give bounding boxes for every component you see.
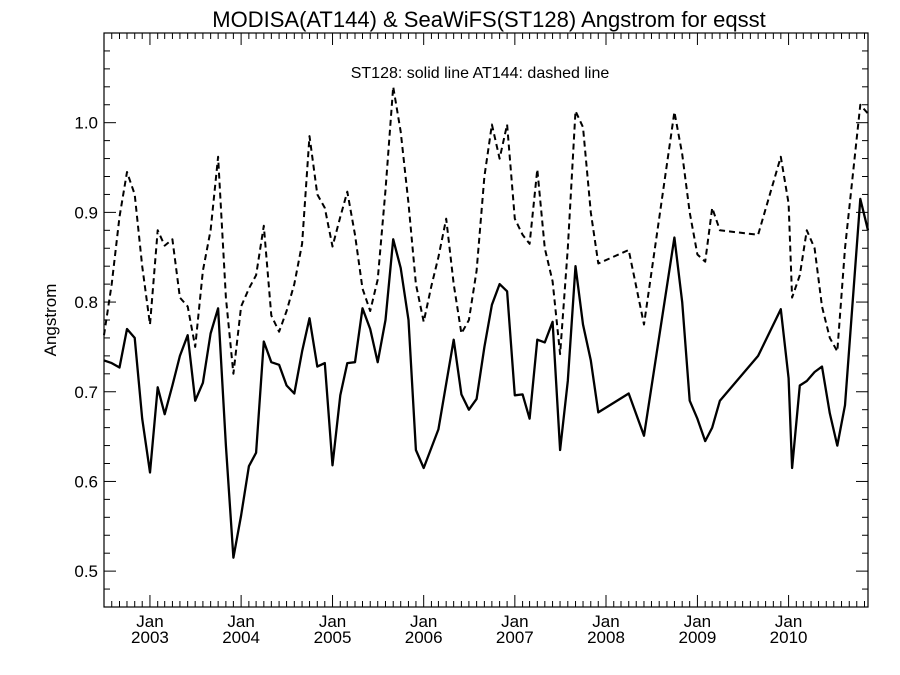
- x-tick-label-month: Jan: [501, 612, 528, 631]
- plot-area: 0.50.60.70.80.91.0 Jan2003Jan2004Jan2005…: [74, 32, 870, 647]
- x-tick-label-year: 2010: [770, 628, 808, 647]
- x-tick-label-month: Jan: [136, 612, 163, 631]
- x-axis-ticks: Jan2003Jan2004Jan2005Jan2006Jan2007Jan20…: [103, 33, 866, 647]
- x-tick-label-month: Jan: [775, 612, 802, 631]
- chart-title: MODISA(AT144) & SeaWiFS(ST128) Angstrom …: [212, 7, 765, 32]
- x-tick-label-month: Jan: [592, 612, 619, 631]
- y-axis-ticks: 0.5 0.6 0.7 0.8 0.9 1.0: [74, 32, 868, 608]
- chart-annotation: ST128: solid line AT144: dashed line: [351, 65, 610, 82]
- x-tick-label-month: Jan: [410, 612, 437, 631]
- y-axis-label: Angstrom: [41, 284, 60, 357]
- x-tick-label-month: Jan: [319, 612, 346, 631]
- x-tick-label-year: 2006: [405, 628, 443, 647]
- x-tick-label-year: 2008: [587, 628, 625, 647]
- series-st128-solid-line: [103, 197, 870, 559]
- y-tick-label: 0.8: [74, 293, 98, 312]
- series-at144-dashed-line: [103, 85, 869, 375]
- y-tick-label: 1.0: [74, 114, 98, 133]
- x-tick-label-year: 2003: [131, 628, 169, 647]
- y-tick-label: 0.7: [74, 383, 98, 402]
- x-tick-label-month: Jan: [227, 612, 254, 631]
- y-tick-label: 0.9: [74, 203, 98, 222]
- y-tick-label: 0.6: [74, 472, 98, 491]
- y-tick-label: 0.5: [74, 562, 98, 581]
- x-tick-label-year: 2009: [679, 628, 717, 647]
- x-tick-label-year: 2005: [314, 628, 352, 647]
- x-tick-label-year: 2004: [222, 628, 260, 647]
- x-tick-label-month: Jan: [684, 612, 711, 631]
- x-tick-label-year: 2007: [496, 628, 534, 647]
